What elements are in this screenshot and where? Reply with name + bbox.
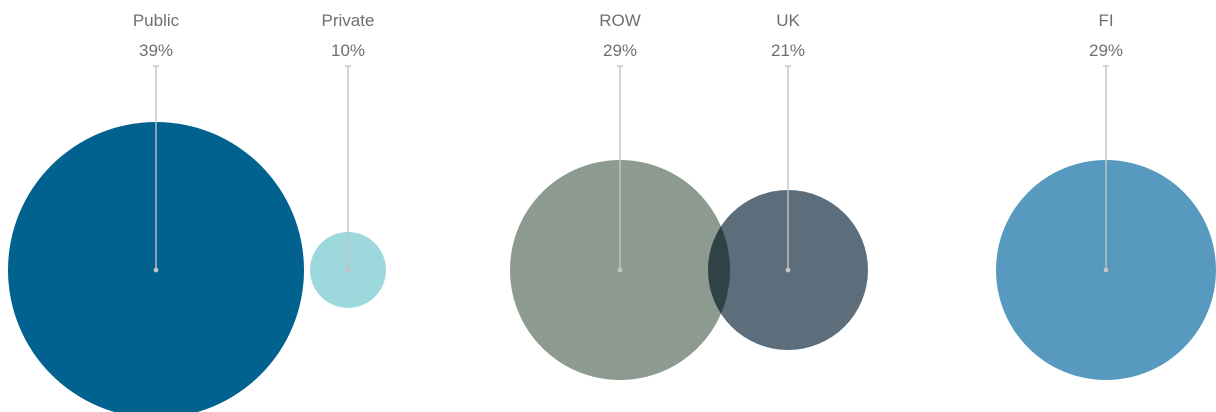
bubble-value-uk: 21% — [771, 41, 805, 60]
leader-dot-row — [617, 267, 623, 273]
leader-dot-uk — [785, 267, 791, 273]
bubble-label-fi: FI — [1098, 11, 1113, 30]
bubble-label-row: ROW — [599, 11, 641, 30]
bubble-label-public: Public — [133, 11, 180, 30]
bubble-value-private: 10% — [331, 41, 365, 60]
bubble-label-private: Private — [322, 11, 375, 30]
leader-dot-fi — [1103, 267, 1109, 273]
bubble-value-public: 39% — [139, 41, 173, 60]
leader-dot-public — [153, 267, 159, 273]
bubble-value-row: 29% — [603, 41, 637, 60]
leader-dot-private — [345, 267, 351, 273]
bubble-value-fi: 29% — [1089, 41, 1123, 60]
bubble-label-uk: UK — [776, 11, 800, 30]
